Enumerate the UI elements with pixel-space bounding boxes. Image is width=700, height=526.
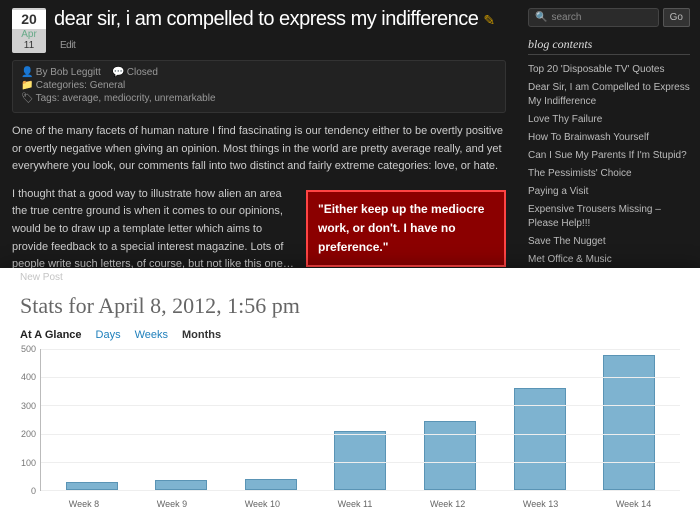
post-title: dear sir, i am compelled to express my i… [54, 8, 506, 54]
sidebar-item[interactable]: Expensive Trousers Missing – Please Help… [528, 201, 690, 233]
comment-icon: 💬 [112, 67, 124, 78]
author-link[interactable]: Bob Leggitt [50, 67, 101, 78]
y-tick: 400 [21, 372, 36, 382]
stats-panel: New Post Stats for April 8, 2012, 1:56 p… [0, 268, 700, 526]
search-icon: 🔍 [535, 12, 547, 23]
sidebar-item[interactable]: Top 20 'Disposable TV' Quotes [528, 61, 690, 79]
bar-chart: 0 100 200 300 400 500 Week 8 Week 9 Week 10 Week… [0, 345, 700, 515]
bar[interactable] [424, 421, 476, 490]
paragraph: One of the many facets of human nature I… [12, 123, 506, 176]
folder-icon: 📁 [21, 80, 33, 91]
y-tick: 500 [21, 344, 36, 354]
glance-label: At A Glance [20, 329, 82, 341]
stats-title: Stats for April 8, 2012, 1:56 pm [0, 287, 700, 329]
date-day: 20 [12, 10, 46, 29]
range-weeks[interactable]: Weeks [135, 329, 168, 341]
bar[interactable] [334, 431, 386, 490]
search-go-button[interactable]: Go [663, 8, 690, 27]
bar[interactable] [603, 355, 655, 490]
sidebar-item[interactable]: Save The Nugget [528, 233, 690, 251]
y-tick: 200 [21, 429, 36, 439]
category-link[interactable]: General [90, 80, 126, 91]
sidebar-item[interactable]: Love Thy Failure [528, 111, 690, 129]
date-year: 11 [12, 40, 46, 51]
range-months[interactable]: Months [182, 329, 221, 341]
x-label: Week 14 [616, 499, 651, 509]
x-label: Week 8 [69, 499, 99, 509]
range-days[interactable]: Days [96, 329, 121, 341]
pullquote: "Either keep up the mediocre work, or do… [306, 190, 506, 268]
admin-bar-faded: New Post [0, 268, 700, 287]
search-input[interactable]: 🔍 search [528, 8, 659, 27]
y-tick: 100 [21, 458, 36, 468]
comments-status: Closed [127, 67, 158, 78]
x-label: Week 9 [157, 499, 187, 509]
post-meta: 👤 By Bob Leggitt 💬 Closed 📁 Categories: … [12, 60, 506, 113]
date-month: Apr [12, 29, 46, 40]
x-label: Week 12 [430, 499, 465, 509]
bar[interactable] [155, 480, 207, 490]
sidebar-item[interactable]: Dear Sir, I am Compelled to Express My I… [528, 79, 690, 111]
sidebar-item[interactable]: Can I Sue My Parents If I'm Stupid? [528, 147, 690, 165]
tags-list[interactable]: average, mediocrity, unremarkable [62, 93, 215, 104]
x-label: Week 11 [338, 499, 373, 509]
x-label: Week 13 [523, 499, 558, 509]
tag-icon: 🏷 [21, 93, 33, 104]
blog-contents-list: Top 20 'Disposable TV' QuotesDear Sir, I… [528, 61, 690, 287]
pencil-icon[interactable]: ✎ [483, 12, 494, 28]
sidebar-item[interactable]: How To Brainwash Yourself [528, 129, 690, 147]
y-tick: 300 [21, 401, 36, 411]
sidebar-item[interactable]: The Pessimists' Choice [528, 165, 690, 183]
range-links: Days Weeks Months [96, 329, 236, 341]
y-tick: 0 [31, 486, 36, 496]
x-label: Week 10 [245, 499, 280, 509]
bar[interactable] [245, 479, 297, 490]
edit-link[interactable]: Edit [60, 40, 75, 51]
person-icon: 👤 [21, 67, 33, 78]
sidebar-item[interactable]: Met Office & Music [528, 251, 690, 269]
bar[interactable] [514, 388, 566, 490]
post-date-badge: 20 Apr 11 [12, 8, 46, 53]
sidebar-item[interactable]: Paying a Visit [528, 183, 690, 201]
bar[interactable] [66, 482, 118, 490]
sidebar-head-contents: blog contents [528, 37, 690, 55]
